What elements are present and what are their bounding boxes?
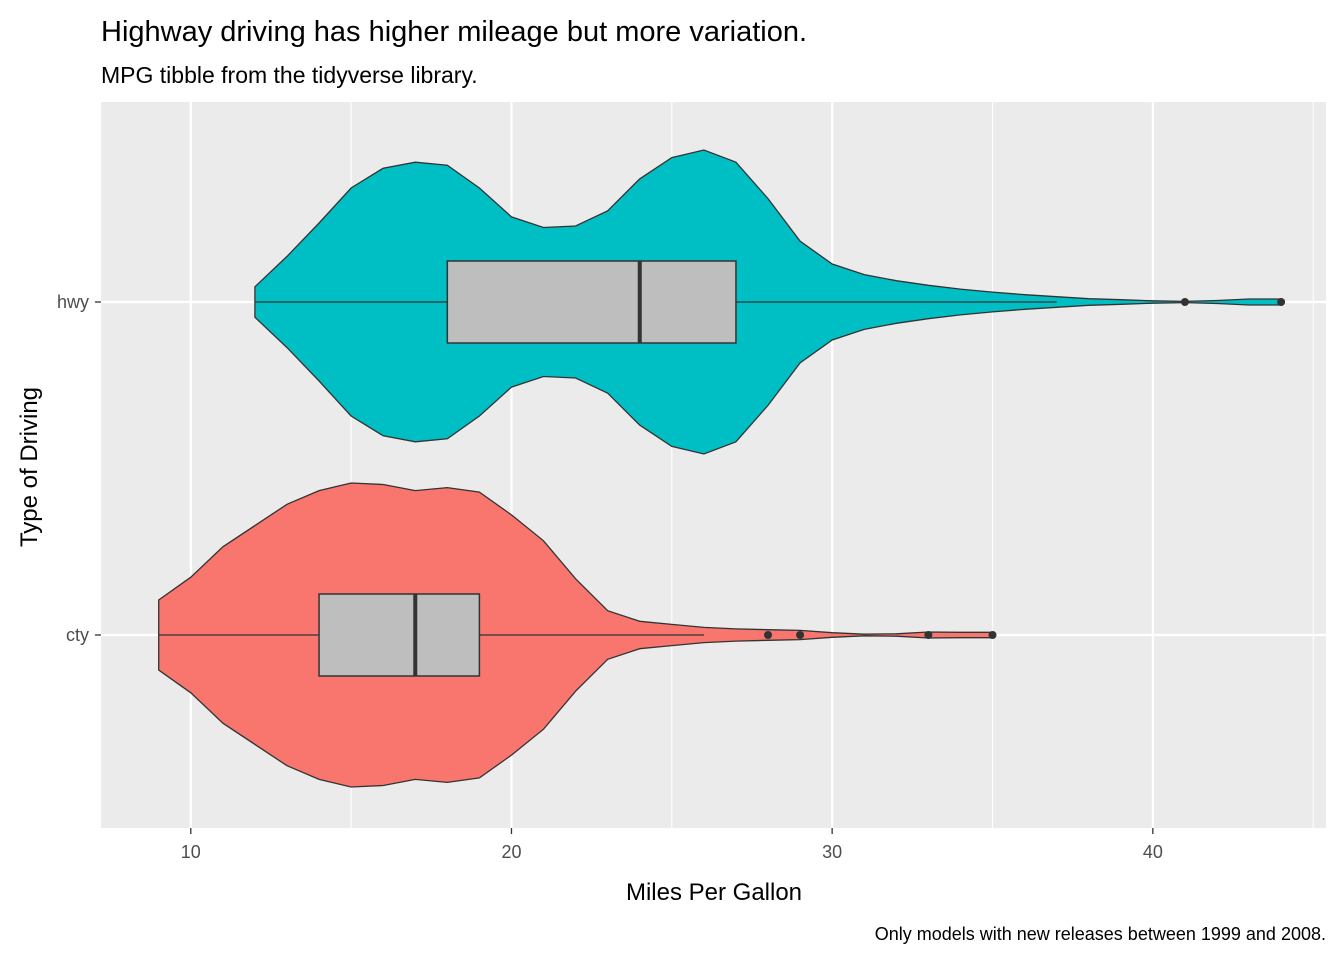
y-tick-label: hwy xyxy=(57,292,89,312)
boxplots xyxy=(158,260,1286,677)
outlier-cty xyxy=(988,631,997,639)
chart-caption: Only models with new releases between 19… xyxy=(875,924,1326,944)
x-tick-label: 40 xyxy=(1143,842,1163,862)
box-cty xyxy=(318,593,481,677)
outlier-cty xyxy=(796,631,805,639)
outlier-hwy xyxy=(1277,298,1286,306)
x-axis-title: Miles Per Gallon xyxy=(626,879,802,906)
box-hwy xyxy=(446,260,737,344)
y-axis-title: Type of Driving xyxy=(16,387,43,547)
x-tick-label: 30 xyxy=(822,842,842,862)
outlier-hwy xyxy=(1180,298,1189,306)
x-tick-label: 20 xyxy=(501,842,521,862)
x-axis-ticks: 10 20 30 40 xyxy=(181,828,1163,862)
chart-title: Highway driving has higher mileage but m… xyxy=(101,16,807,48)
chart-subtitle: MPG tibble from the tidyverse library. xyxy=(101,62,478,88)
outlier-cty xyxy=(764,631,773,639)
x-tick-label: 10 xyxy=(181,842,201,862)
y-axis-ticks: cty hwy xyxy=(57,292,101,645)
outlier-cty xyxy=(924,631,933,639)
y-tick-label: cty xyxy=(66,625,89,645)
